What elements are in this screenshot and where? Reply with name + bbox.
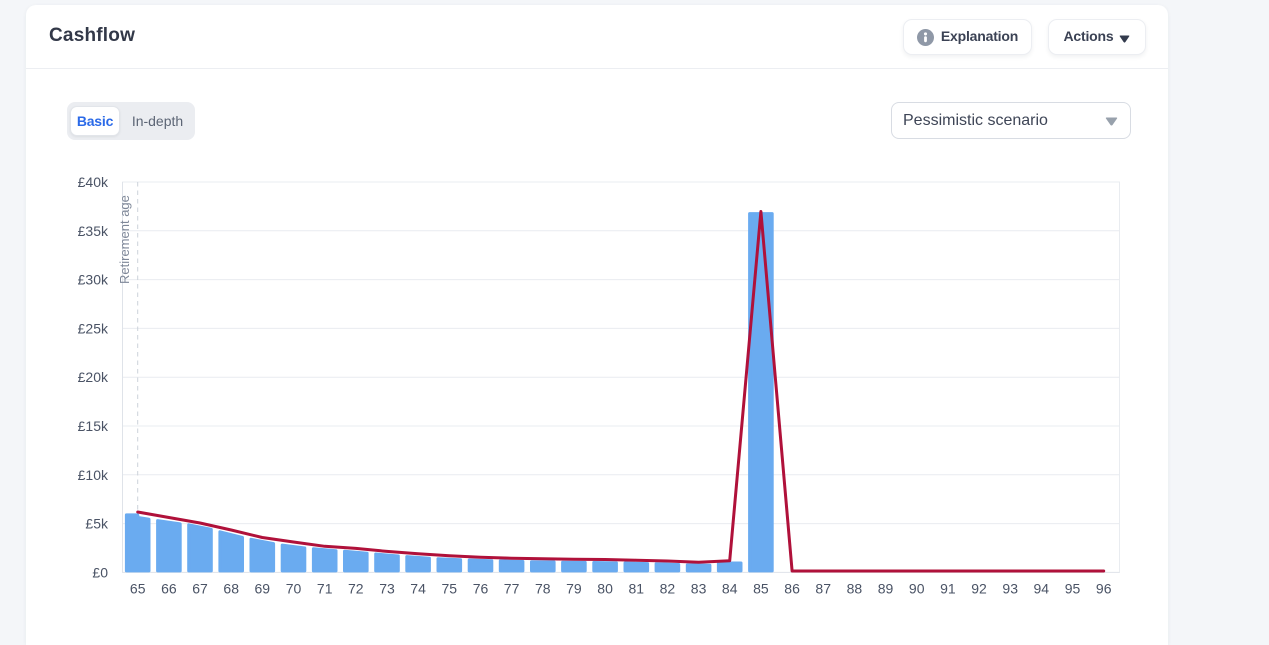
svg-text:83: 83 (691, 581, 707, 597)
svg-text:91: 91 (940, 581, 956, 597)
svg-text:93: 93 (1002, 581, 1018, 597)
svg-text:86: 86 (784, 581, 800, 597)
svg-text:£20k: £20k (78, 369, 109, 385)
svg-text:77: 77 (504, 581, 520, 597)
svg-text:75: 75 (442, 581, 458, 597)
svg-text:95: 95 (1065, 581, 1081, 597)
svg-text:96: 96 (1096, 581, 1112, 597)
svg-text:£30k: £30k (78, 272, 109, 288)
svg-text:70: 70 (286, 581, 302, 597)
svg-text:85: 85 (753, 581, 769, 597)
svg-text:Retirement age: Retirement age (117, 195, 132, 284)
svg-text:81: 81 (629, 581, 645, 597)
svg-text:£10k: £10k (78, 467, 109, 483)
svg-text:67: 67 (192, 581, 208, 597)
svg-text:78: 78 (535, 581, 551, 597)
svg-text:82: 82 (660, 581, 676, 597)
svg-text:£40k: £40k (78, 174, 109, 190)
svg-text:£5k: £5k (85, 516, 109, 532)
svg-text:84: 84 (722, 581, 738, 597)
svg-text:£15k: £15k (78, 418, 109, 434)
svg-text:87: 87 (815, 581, 831, 597)
svg-text:89: 89 (878, 581, 894, 597)
svg-text:90: 90 (909, 581, 925, 597)
svg-text:65: 65 (130, 581, 146, 597)
svg-text:71: 71 (317, 581, 333, 597)
svg-text:80: 80 (597, 581, 613, 597)
svg-text:94: 94 (1034, 581, 1050, 597)
svg-text:88: 88 (847, 581, 863, 597)
svg-text:72: 72 (348, 581, 364, 597)
svg-text:£25k: £25k (78, 320, 109, 336)
svg-text:92: 92 (971, 581, 987, 597)
svg-text:79: 79 (566, 581, 582, 597)
svg-text:69: 69 (255, 581, 271, 597)
svg-text:66: 66 (161, 581, 177, 597)
svg-text:£0: £0 (92, 564, 108, 580)
svg-text:£35k: £35k (78, 223, 109, 239)
svg-text:73: 73 (379, 581, 395, 597)
svg-text:76: 76 (473, 581, 489, 597)
svg-text:74: 74 (410, 581, 426, 597)
svg-text:68: 68 (223, 581, 239, 597)
